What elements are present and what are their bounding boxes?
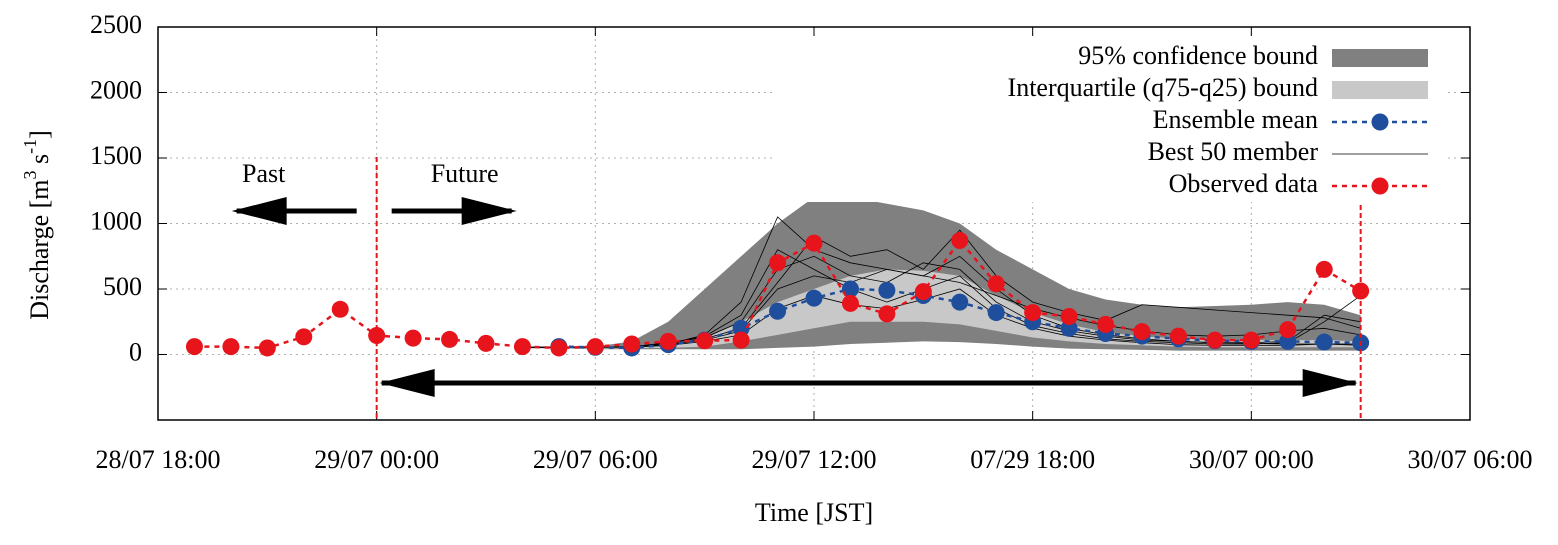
x-axis-label: Time [JST] [755,498,873,527]
x-tick-label: 29/07 00:00 [314,445,439,474]
confidence-band [522,269,1361,349]
data-point [1169,327,1187,345]
y-tick-label: 1000 [90,206,142,235]
data-point [1315,260,1333,278]
legend-swatch [1332,81,1428,99]
x-tick-label: 29/07 12:00 [752,445,877,474]
data-point [732,319,750,337]
x-tick-label: 28/07 18:00 [96,445,221,474]
x-tick-label: 30/07 06:00 [1408,445,1533,474]
arrow-head [379,369,435,397]
arrow-head [461,197,517,225]
data-point [513,338,531,356]
data-point [769,302,787,320]
y-tick-label: 500 [103,272,142,301]
legend-label: Ensemble mean [1153,105,1318,134]
x-tick-label: 30/07 00:00 [1189,445,1314,474]
y-label-part: s [25,154,54,171]
data-point [185,338,203,356]
data-point [550,339,568,357]
data-point [987,275,1005,293]
data-point [623,335,641,353]
data-point [1279,321,1297,339]
data-point [878,305,896,323]
legend-label: 95% confidence bound [1078,41,1318,70]
data-point [295,328,313,346]
y-label-sup: 3 [20,170,40,179]
x-tick-label: 29/07 06:00 [533,445,658,474]
data-point [805,289,823,307]
legend-swatch [1371,113,1389,131]
legend-label: Best 50 member [1148,137,1319,166]
data-point [841,294,859,312]
data-point [1133,323,1151,341]
data-point [1315,333,1333,351]
arrow-head [1302,369,1358,397]
data-point [1060,319,1078,337]
data-point [769,254,787,272]
y-label-part: Discharge [m [25,179,54,319]
data-point [914,283,932,301]
data-point [1097,315,1115,333]
data-point [1352,282,1370,300]
data-point [258,339,276,357]
y-label-sup: -1 [20,139,40,154]
data-point [696,332,714,350]
annotation: Future [431,159,499,188]
y-label-part: ] [25,130,54,139]
y-tick-label: 2000 [90,75,142,104]
data-point [1242,331,1260,349]
data-point [331,300,349,318]
data-point [477,334,495,352]
data-point [732,331,750,349]
legend-swatch [1332,49,1428,67]
data-point [586,338,604,356]
y-tick-label: 0 [129,337,142,366]
legend-swatch [1371,177,1389,195]
data-point [805,234,823,252]
y-axis-label: Discharge [m3 s-1] [20,130,54,320]
legend-label: Interquartile (q75-q25) bound [1008,73,1318,102]
data-point [951,293,969,311]
annotation: Past [242,159,286,188]
data-point [878,281,896,299]
data-point [841,280,859,298]
data-point [1279,332,1297,350]
data-point [659,332,677,350]
data-point [222,338,240,356]
arrow-head [231,197,287,225]
legend-label: Observed data [1169,169,1319,198]
data-point [1024,304,1042,322]
data-point [441,330,459,348]
y-tick-label: 1500 [90,141,142,170]
data-point [987,304,1005,322]
data-point [951,232,969,250]
plot-frame [157,26,1471,421]
y-tick-label: 2500 [90,10,142,39]
data-point [404,329,422,347]
x-tick-label: 07/29 18:00 [970,445,1095,474]
data-point [1206,331,1224,349]
data-point [1060,308,1078,326]
